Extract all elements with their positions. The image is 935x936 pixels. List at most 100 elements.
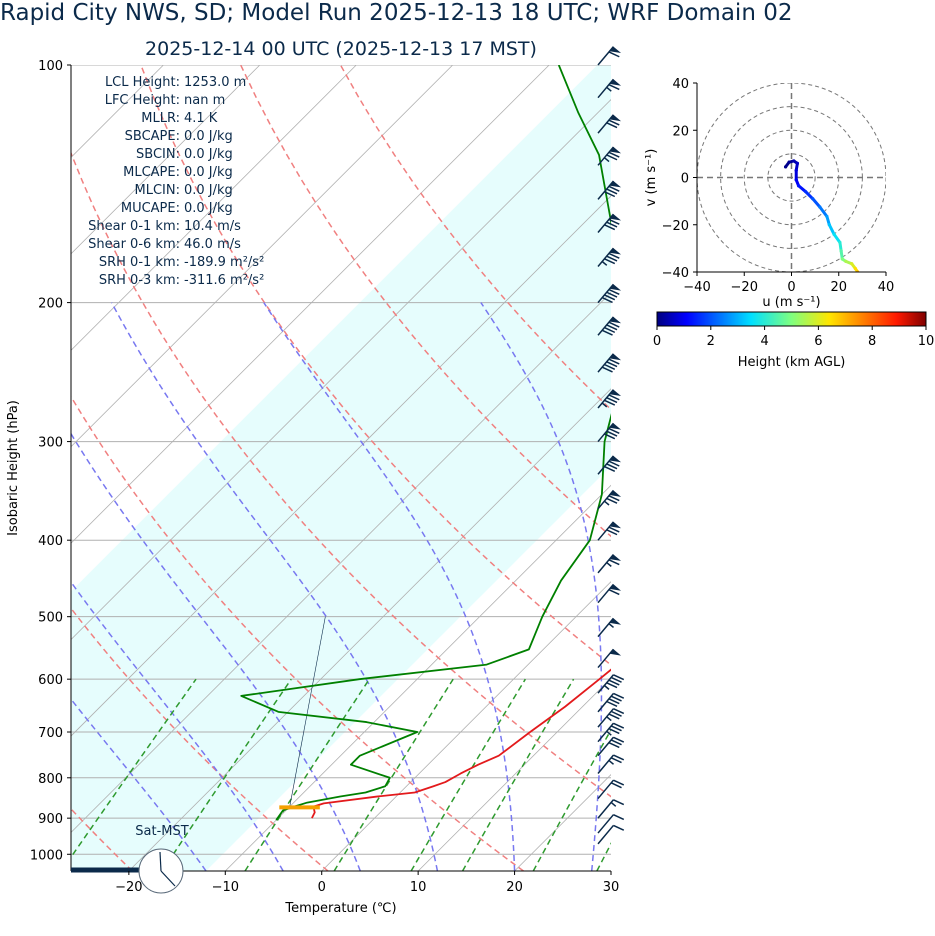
moist-adiabat (110, 302, 439, 871)
barb-half (606, 561, 612, 567)
wind-barb (597, 583, 622, 604)
barb-full (604, 258, 616, 265)
barb-full (608, 526, 620, 533)
hodo-x-tick-label: −20 (731, 280, 758, 295)
y-tick-label: 100 (38, 59, 63, 74)
wind-barb (597, 213, 622, 233)
barb-full (604, 224, 616, 231)
wind-barb (597, 316, 622, 336)
barb-half (603, 500, 610, 506)
hodo-x-tick-label: 20 (830, 280, 847, 295)
barb-full (608, 119, 620, 126)
barb-full (608, 321, 620, 328)
isotherm-line (71, 65, 261, 255)
hodo-point (825, 214, 829, 219)
barb-full (608, 495, 620, 502)
wind-barb (597, 521, 622, 541)
index-value: 0.0 J/kg (184, 183, 233, 198)
wind-barb (597, 824, 625, 845)
colorbar-tick-label: 2 (707, 334, 715, 349)
barb-full (604, 399, 616, 406)
index-value: -189.9 m²/s² (184, 255, 264, 270)
barb-flag (609, 618, 622, 625)
hodo-segment (811, 197, 822, 209)
barb-staff (597, 455, 615, 475)
hodo-y-tick-label: −20 (662, 219, 689, 234)
barb-full (610, 710, 622, 717)
barb-staff (597, 674, 615, 694)
wind-barb (597, 553, 622, 574)
barb-full (608, 358, 620, 365)
hodo-point (796, 184, 801, 188)
wind-barb (597, 648, 622, 669)
hodo-point (827, 223, 831, 227)
barb-half (606, 86, 612, 92)
hodo-point (818, 205, 822, 209)
barb-full (608, 288, 620, 296)
barb-staff (597, 283, 615, 304)
hodo-point (792, 159, 796, 163)
isotherm-line (71, 65, 550, 544)
hodograph: −40 −20 0 20 40 −40 −20 0 20 40 u (m s⁻¹) v (m s⁻¹) (644, 77, 894, 310)
barb-full (608, 713, 620, 720)
parcel-line (289, 616, 326, 807)
x-tick-label: 30 (603, 880, 620, 895)
barb-full (613, 722, 625, 729)
barb-full (610, 782, 622, 789)
barb-staff (597, 708, 615, 728)
isotherm-line (417, 677, 611, 871)
barb-staff (597, 353, 615, 373)
hodo-point (838, 240, 842, 245)
barb-full (606, 324, 618, 331)
barb-full (608, 460, 620, 467)
index-label: SBCIN: (136, 147, 180, 162)
indices-panel: LCL Height: 1253.0 m LFC Height: nan m MLLR:… (88, 75, 264, 288)
barb-full (608, 185, 620, 192)
barb-full (608, 698, 620, 705)
isotherm-line (321, 581, 611, 871)
barb-staff (597, 46, 615, 66)
barb-flag (609, 353, 622, 361)
y-tick-label: 700 (38, 726, 63, 741)
barb-staff (597, 617, 615, 638)
chart-title: Rapid City NWS, SD; Model Run 2025-12-13… (0, 0, 793, 26)
mixing-ratio-line (532, 728, 611, 871)
dendritic-fill-region (71, 65, 611, 871)
hodo-point (832, 232, 836, 236)
y-tick-label: 800 (38, 772, 63, 787)
barb-half (601, 402, 608, 408)
barb-flag (609, 521, 622, 529)
y-tick-label: 400 (38, 534, 63, 549)
barb-full (604, 326, 616, 334)
barb-full (608, 741, 620, 749)
colorbar-tick-label: 4 (760, 334, 768, 349)
index-label: MUCAPE: (121, 201, 180, 216)
skewt-series (240, 65, 611, 821)
barb-staff (597, 247, 615, 267)
mixing-ratio-line (596, 842, 611, 871)
barb-staff (597, 553, 615, 574)
wind-barb (597, 722, 625, 743)
barb-full (610, 725, 622, 732)
wind-barb (597, 146, 622, 166)
barb-full (610, 757, 622, 764)
x-tick-label: −10 (212, 880, 239, 895)
hodo-point (794, 178, 798, 182)
clock-label: Sat-MST (135, 824, 188, 839)
index-value: 0.0 J/kg (184, 147, 233, 162)
wind-barb (597, 779, 625, 800)
mixing-ratio-line (71, 678, 197, 859)
barb-full (613, 674, 625, 681)
barb-full (613, 708, 625, 715)
hodo-y-tick-label: −40 (662, 266, 689, 281)
x-tick-label: 10 (410, 880, 427, 895)
index-value: 0.0 J/kg (184, 165, 233, 180)
barb-full (604, 433, 616, 440)
x-tick-label: −20 (115, 880, 142, 895)
barb-full (613, 814, 625, 821)
index-value: 1253.0 m (184, 75, 246, 90)
barb-staff (597, 736, 615, 757)
x-axis-label: Temperature (℃) (284, 901, 396, 916)
barb-full (608, 559, 620, 566)
